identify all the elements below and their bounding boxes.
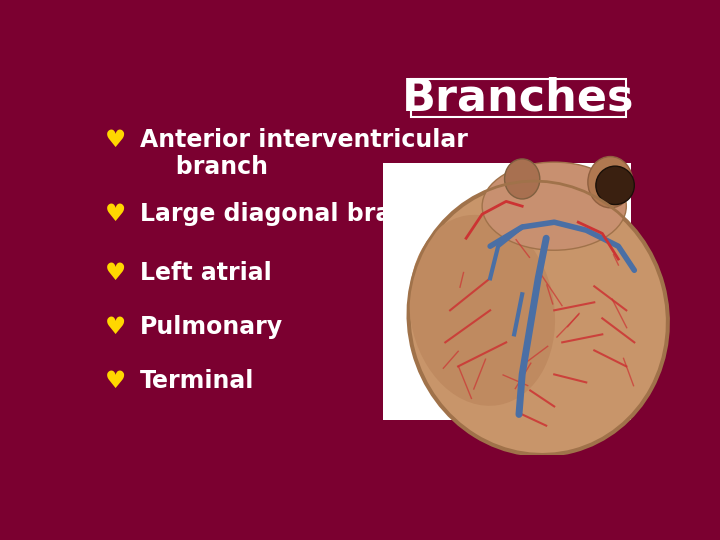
Ellipse shape bbox=[526, 247, 663, 422]
Text: Terminal: Terminal bbox=[140, 369, 255, 393]
Text: Branches: Branches bbox=[402, 77, 634, 119]
Text: Pulmonary: Pulmonary bbox=[140, 315, 284, 339]
Text: Large diagonal branch: Large diagonal branch bbox=[140, 202, 439, 226]
FancyBboxPatch shape bbox=[411, 79, 626, 117]
Text: ♥: ♥ bbox=[104, 127, 126, 152]
Text: ♥: ♥ bbox=[104, 315, 126, 339]
Text: ♥: ♥ bbox=[104, 369, 126, 393]
Text: Left atrial: Left atrial bbox=[140, 261, 272, 285]
Ellipse shape bbox=[588, 157, 633, 208]
Ellipse shape bbox=[410, 183, 667, 454]
Circle shape bbox=[596, 166, 634, 205]
Text: branch: branch bbox=[151, 154, 269, 179]
Ellipse shape bbox=[505, 159, 540, 199]
Ellipse shape bbox=[482, 162, 626, 250]
Text: ♥: ♥ bbox=[104, 202, 126, 226]
Ellipse shape bbox=[409, 215, 555, 406]
FancyBboxPatch shape bbox=[383, 163, 631, 420]
Text: Anterior interventricular: Anterior interventricular bbox=[140, 127, 468, 152]
Text: ♥: ♥ bbox=[104, 261, 126, 285]
